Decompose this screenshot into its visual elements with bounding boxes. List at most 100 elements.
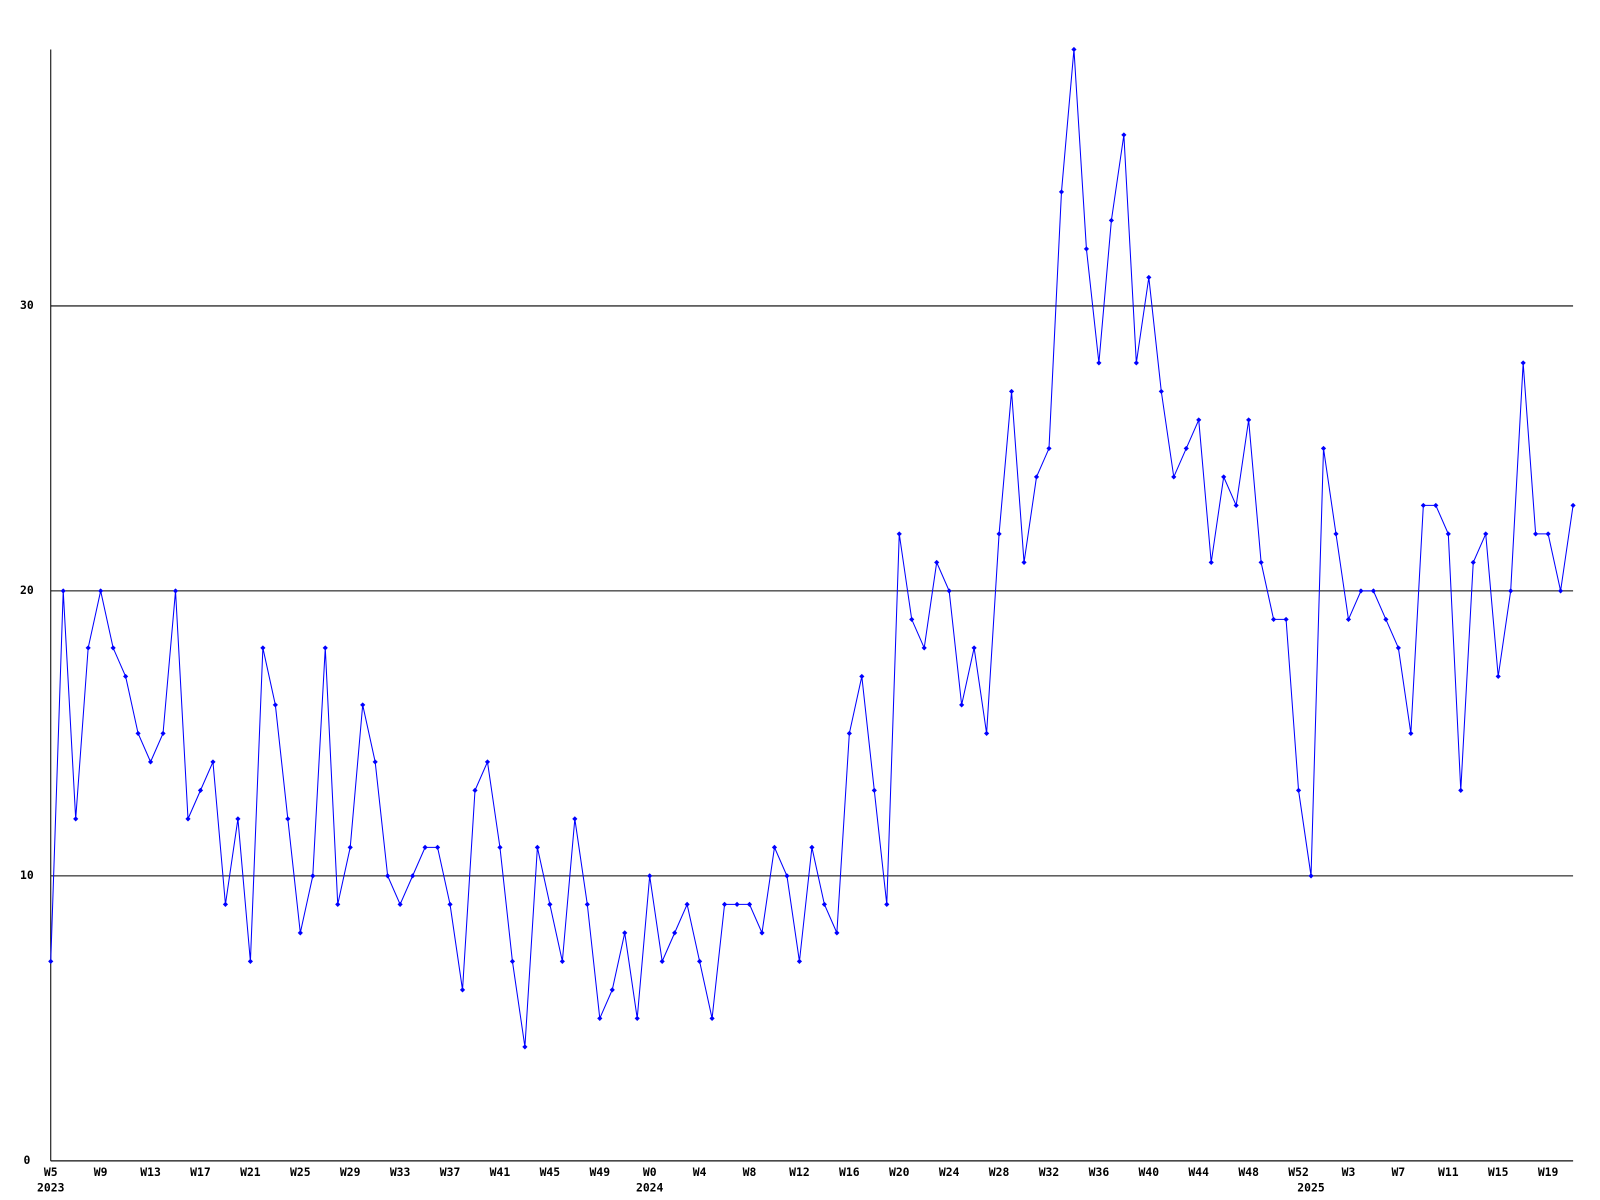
data-point: [1046, 445, 1052, 451]
data-point: [1345, 616, 1352, 622]
data-point: [959, 702, 965, 708]
data-point: [110, 645, 116, 651]
data-point: [272, 702, 278, 708]
data-point: [123, 673, 129, 679]
data-point: [1246, 417, 1252, 423]
x-tick-label: W8: [743, 1165, 757, 1179]
data-point: [1283, 616, 1289, 622]
data-point: [1096, 360, 1102, 366]
data-point: [846, 730, 852, 736]
data-point: [1558, 588, 1564, 594]
data-point: [871, 787, 877, 793]
data-point: [1308, 873, 1314, 879]
data-point: [534, 844, 540, 850]
x-tick-label: W11: [1438, 1165, 1459, 1179]
data-point: [759, 930, 765, 936]
data-point: [572, 816, 578, 822]
x-tick-label: W17: [190, 1165, 211, 1179]
data-point: [1533, 531, 1539, 537]
data-point: [185, 816, 191, 822]
data-point: [1408, 730, 1414, 736]
data-point: [1083, 246, 1090, 252]
data-point: [210, 759, 216, 765]
data-line: [50, 49, 1574, 1047]
data-point: [235, 816, 241, 822]
x-tick-label: W41: [490, 1165, 511, 1179]
data-point: [98, 588, 104, 594]
data-point: [197, 787, 204, 793]
data-point: [1458, 787, 1464, 793]
data-point: [509, 958, 516, 964]
data-point: [1395, 645, 1401, 651]
data-point: [796, 958, 803, 964]
data-point: [172, 588, 179, 594]
data-point: [385, 873, 391, 879]
data-point: [672, 930, 678, 936]
x-tick-label: W4: [693, 1165, 707, 1179]
data-point: [821, 901, 827, 907]
data-point: [984, 730, 990, 736]
data-point: [347, 844, 353, 850]
x-tick-label: W28: [989, 1165, 1010, 1179]
data-point: [1133, 360, 1139, 366]
data-point: [909, 616, 915, 622]
x-tick-label: W15: [1488, 1165, 1509, 1179]
x-year-label: 2025: [1297, 1181, 1325, 1195]
x-tick-label: W24: [939, 1165, 960, 1179]
data-point: [484, 759, 491, 765]
data-point: [397, 901, 403, 907]
data-point: [360, 702, 366, 708]
data-point: [459, 987, 466, 993]
data-point: [547, 901, 553, 907]
data-point: [60, 588, 66, 594]
data-point: [934, 559, 940, 565]
data-point: [896, 531, 902, 537]
data-point: [584, 901, 590, 907]
data-point: [1520, 360, 1526, 366]
data-point: [1108, 217, 1114, 224]
x-tick-label: W37: [440, 1165, 461, 1179]
data-point: [310, 873, 316, 879]
x-tick-label: W25: [290, 1165, 311, 1179]
x-tick-label: W29: [340, 1165, 361, 1179]
data-point: [1058, 189, 1065, 195]
data-point: [73, 816, 79, 822]
data-point: [1495, 673, 1501, 679]
data-point: [709, 1015, 715, 1021]
data-point: [771, 844, 778, 850]
x-tick-label: W12: [789, 1165, 810, 1179]
data-point: [1258, 559, 1264, 565]
y-tick-label: 0: [23, 1153, 30, 1167]
data-point: [1183, 445, 1189, 451]
data-point: [684, 901, 690, 907]
data-point: [434, 844, 441, 850]
data-point: [1171, 474, 1177, 480]
x-tick-label: W44: [1188, 1165, 1209, 1179]
y-tick-label: 20: [20, 583, 34, 597]
data-point: [410, 873, 416, 879]
data-point: [697, 958, 703, 964]
data-point: [85, 645, 91, 651]
x-tick-label: W20: [889, 1165, 910, 1179]
x-tick-label: W13: [140, 1165, 161, 1179]
data-point: [1008, 388, 1015, 394]
data-point: [784, 873, 790, 879]
data-point: [1021, 559, 1027, 565]
data-point: [1570, 502, 1576, 508]
x-tick-label: W7: [1392, 1165, 1406, 1179]
data-point: [884, 901, 890, 907]
data-point: [372, 759, 378, 765]
data-point: [322, 645, 328, 651]
data-point: [1295, 787, 1302, 793]
data-point: [609, 987, 615, 993]
data-point: [1146, 274, 1152, 280]
x-tick-label: W49: [589, 1165, 610, 1179]
data-point: [1508, 588, 1514, 594]
data-point: [921, 645, 927, 651]
data-point: [746, 901, 753, 907]
data-point: [447, 901, 453, 907]
data-point: [260, 645, 266, 651]
data-point: [859, 673, 865, 679]
